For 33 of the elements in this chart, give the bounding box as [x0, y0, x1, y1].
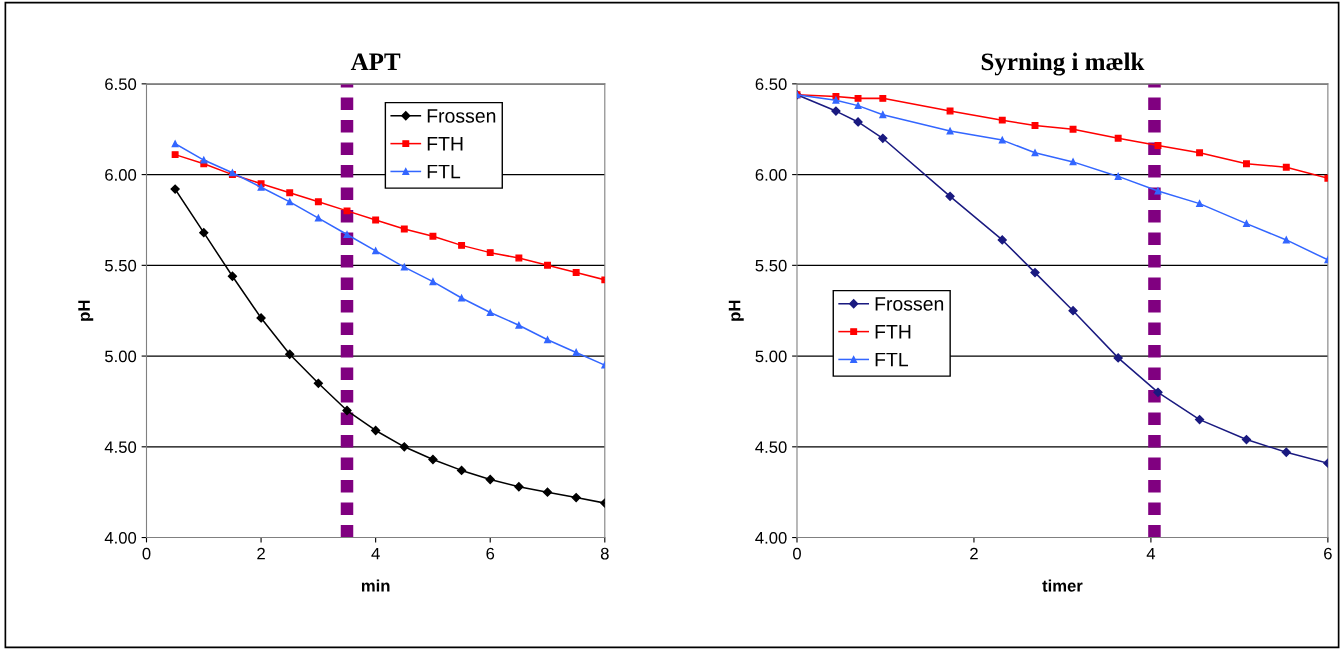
chart-title: APT [350, 53, 401, 70]
y-tick-label: 6.00 [105, 168, 137, 181]
x-axis-title: min [361, 579, 390, 592]
y-tick-label: 6.50 [105, 78, 137, 91]
x-tick-label: 2 [257, 547, 265, 560]
x-tick-label: 0 [793, 547, 801, 560]
legend-label: FTL [875, 352, 909, 367]
y-tick-label: 4.00 [104, 531, 137, 544]
legend-label: Frossen [427, 109, 496, 123]
y-tick-label: 5.00 [105, 350, 137, 363]
x-tick-label: 2 [970, 547, 978, 560]
legend-label: Frossen [875, 297, 944, 311]
chart-title: Syrning i mælk [981, 52, 1145, 76]
y-tick-label: 4.00 [755, 531, 787, 544]
y-axis-title: pH [728, 300, 744, 321]
legend-label: FTH [875, 325, 911, 339]
y-tick-label: 5.00 [755, 350, 787, 363]
y-tick-label: 5.50 [105, 259, 137, 272]
legend-label: FTL [427, 164, 461, 179]
y-axis-title: pH [78, 300, 94, 321]
x-tick-label: 8 [600, 547, 609, 560]
x-tick-label: 6 [1324, 547, 1332, 560]
x-tick-label: 0 [142, 547, 151, 560]
x-tick-label: 4 [371, 547, 380, 560]
y-tick-label: 6.00 [755, 168, 787, 181]
legend-label: FTH [427, 137, 463, 151]
y-tick-label: 5.50 [755, 259, 787, 272]
y-tick-label: 4.50 [104, 441, 137, 454]
x-tick-label: 6 [486, 547, 495, 560]
y-tick-label: 4.50 [755, 441, 787, 454]
x-tick-label: 4 [1146, 547, 1156, 560]
x-axis-title: timer [1042, 579, 1083, 592]
y-tick-label: 6.50 [755, 78, 787, 91]
